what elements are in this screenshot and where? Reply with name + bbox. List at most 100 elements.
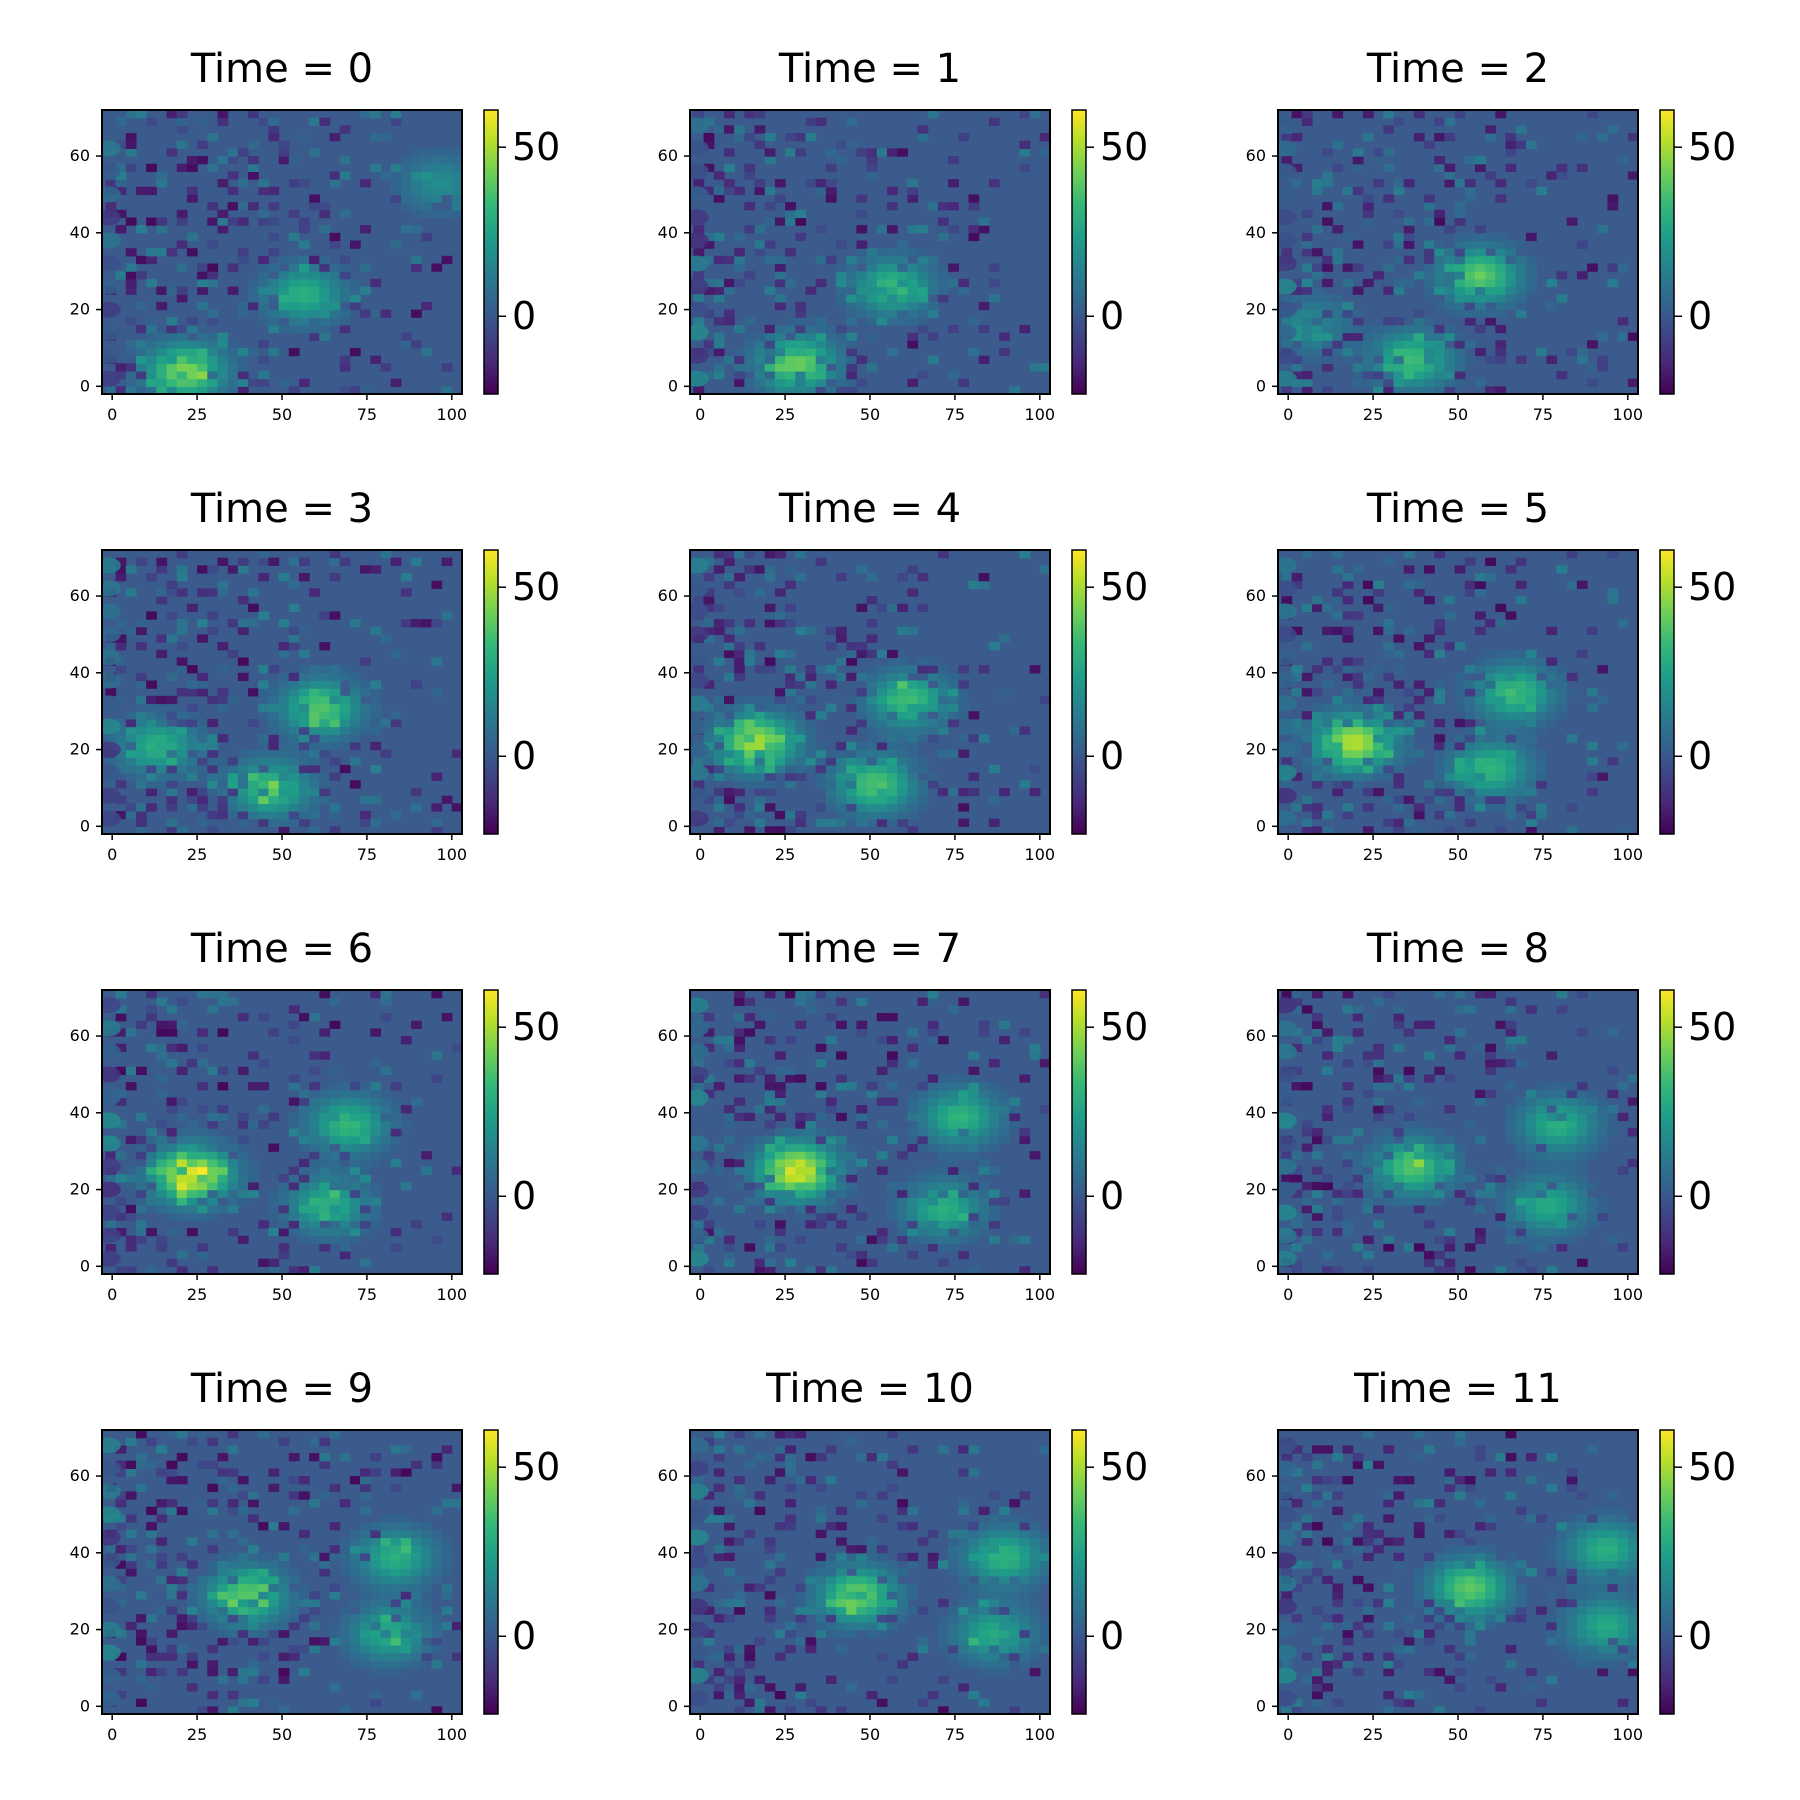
heatmap-cell bbox=[764, 217, 776, 226]
heatmap-cell bbox=[329, 179, 341, 188]
heatmap-cell bbox=[421, 148, 433, 157]
heatmap-cell bbox=[815, 1220, 827, 1229]
heatmap-cell bbox=[370, 133, 382, 142]
heatmap-cell bbox=[825, 642, 837, 651]
heatmap-cell bbox=[197, 757, 208, 766]
heatmap-cell bbox=[237, 787, 249, 797]
heatmap-cell bbox=[217, 1166, 229, 1175]
heatmap-cell bbox=[1322, 680, 1333, 689]
heatmap-cell bbox=[441, 209, 453, 219]
heatmap-cell bbox=[1322, 255, 1333, 265]
heatmap-cell bbox=[176, 286, 188, 295]
heatmap-cell bbox=[1424, 1135, 1435, 1145]
heatmap-cell bbox=[125, 363, 137, 372]
heatmap-cell bbox=[1464, 309, 1476, 318]
heatmap-cell bbox=[1393, 780, 1405, 789]
heatmap-cell bbox=[876, 726, 888, 735]
heatmap-cell bbox=[176, 125, 188, 134]
heatmap-cell bbox=[907, 711, 919, 720]
heatmap-cell bbox=[197, 672, 208, 682]
heatmap-cell bbox=[1413, 1189, 1425, 1198]
heatmap-cell bbox=[1301, 286, 1313, 295]
heatmap-cell bbox=[1556, 1235, 1568, 1244]
heatmap-cell bbox=[937, 217, 949, 226]
heatmap-cell bbox=[125, 1529, 137, 1539]
heatmap-cell bbox=[886, 1135, 898, 1145]
heatmap-cell bbox=[370, 695, 382, 705]
heatmap-cell bbox=[146, 749, 157, 758]
heatmap-cell bbox=[1322, 1105, 1333, 1114]
heatmap-cell bbox=[1301, 672, 1313, 682]
heatmap-cell bbox=[400, 1120, 412, 1129]
heatmap-cell bbox=[1278, 1112, 1297, 1129]
heatmap-cell bbox=[176, 1430, 188, 1439]
heatmap-cell bbox=[1546, 1266, 1558, 1274]
colorbar-tick-label: 50 bbox=[1100, 125, 1148, 169]
heatmap-cell bbox=[400, 1105, 412, 1114]
heatmap-cell bbox=[278, 726, 290, 735]
heatmap-cell bbox=[1474, 734, 1486, 743]
heatmap-cell bbox=[1362, 703, 1374, 712]
heatmap-cell bbox=[125, 1082, 137, 1091]
heatmap-cell bbox=[968, 1266, 980, 1274]
heatmap-cell bbox=[319, 703, 331, 712]
heatmap-cell bbox=[115, 573, 127, 582]
heatmap-cell bbox=[958, 1112, 970, 1122]
heatmap-cell bbox=[176, 347, 188, 357]
y-tick-label: 40 bbox=[70, 1103, 90, 1122]
heatmap-cell bbox=[319, 718, 331, 728]
heatmap-cell bbox=[856, 695, 868, 705]
heatmap-cell bbox=[115, 1013, 127, 1022]
heatmap-cell bbox=[1029, 764, 1041, 774]
heatmap-cell bbox=[999, 1020, 1010, 1029]
heatmap-cell bbox=[1444, 133, 1456, 142]
heatmap-cell bbox=[135, 1460, 147, 1469]
x-tick-label: 50 bbox=[1448, 405, 1468, 424]
heatmap-cell bbox=[1413, 1166, 1425, 1175]
heatmap-cell bbox=[268, 665, 280, 674]
heatmap-cell bbox=[237, 619, 249, 628]
heatmap-cell bbox=[1444, 772, 1456, 781]
heatmap-cell bbox=[1444, 363, 1456, 372]
heatmap-cell bbox=[298, 263, 310, 272]
heatmap-cell bbox=[115, 1499, 127, 1508]
heatmap-cell bbox=[764, 1266, 776, 1274]
heatmap-cell bbox=[1454, 286, 1466, 295]
heatmap-cell bbox=[105, 1243, 117, 1252]
heatmap-cell bbox=[1332, 309, 1344, 318]
heatmap-cell bbox=[156, 1468, 168, 1477]
heatmap-cell bbox=[805, 363, 817, 372]
heatmap-cell bbox=[146, 718, 157, 728]
heatmap-cell bbox=[1322, 772, 1333, 781]
heatmap-cell bbox=[1311, 749, 1323, 758]
heatmap-cell bbox=[1464, 355, 1476, 364]
heatmap-cell bbox=[917, 1105, 929, 1114]
heatmap-cell bbox=[102, 1181, 121, 1198]
heatmap-cell bbox=[693, 271, 705, 280]
heatmap-cell bbox=[258, 1430, 270, 1439]
heatmap-cell bbox=[1434, 810, 1446, 820]
heatmap-cell bbox=[237, 1235, 249, 1244]
heatmap-cell bbox=[298, 695, 310, 705]
heatmap-cell bbox=[836, 1220, 847, 1229]
heatmap-cell bbox=[217, 209, 229, 219]
heatmap-cell bbox=[785, 711, 796, 720]
heatmap-cell bbox=[1322, 1181, 1333, 1191]
heatmap-cell bbox=[978, 1097, 990, 1106]
heatmap-cell bbox=[876, 772, 888, 781]
heatmap-cell bbox=[1505, 772, 1517, 781]
heatmap-cell bbox=[441, 156, 453, 165]
heatmap-cell bbox=[1525, 263, 1537, 272]
heatmap-cell bbox=[176, 642, 188, 651]
heatmap-cell bbox=[815, 347, 827, 357]
heatmap-cell bbox=[1454, 271, 1466, 280]
heatmap-cell bbox=[1403, 1112, 1415, 1122]
heatmap-cell bbox=[400, 194, 412, 203]
heatmap-cell bbox=[288, 626, 300, 636]
heatmap-cell bbox=[1525, 1151, 1537, 1160]
heatmap-cell bbox=[441, 186, 453, 196]
heatmap-cell bbox=[713, 1143, 725, 1152]
heatmap-cell bbox=[713, 749, 725, 758]
heatmap-cell bbox=[1332, 1227, 1344, 1237]
heatmap-cell bbox=[815, 1212, 827, 1221]
